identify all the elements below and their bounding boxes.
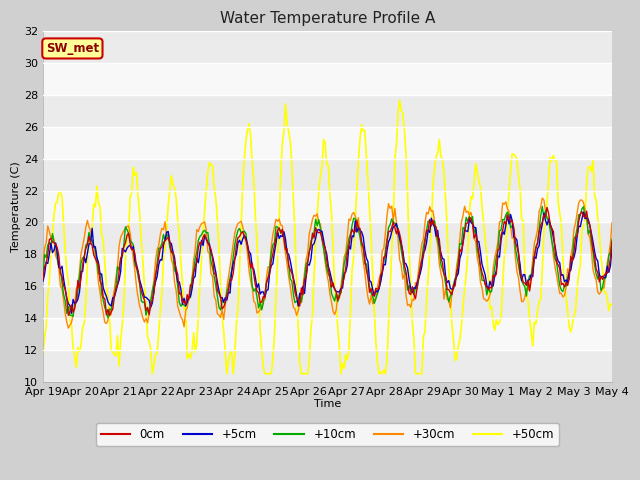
Title: Water Temperature Profile A: Water Temperature Profile A xyxy=(220,11,435,26)
X-axis label: Time: Time xyxy=(314,399,341,409)
Bar xyxy=(43,63,612,95)
Bar xyxy=(43,191,612,222)
Bar xyxy=(43,159,612,191)
Bar xyxy=(43,222,612,254)
Bar xyxy=(43,32,612,63)
Bar xyxy=(43,254,612,286)
Bar xyxy=(43,95,612,127)
Bar xyxy=(43,350,612,382)
Bar xyxy=(43,286,612,318)
Bar xyxy=(43,127,612,159)
Y-axis label: Temperature (C): Temperature (C) xyxy=(11,161,21,252)
Legend: 0cm, +5cm, +10cm, +30cm, +50cm: 0cm, +5cm, +10cm, +30cm, +50cm xyxy=(96,423,559,446)
Text: SW_met: SW_met xyxy=(46,42,99,55)
Bar xyxy=(43,318,612,350)
